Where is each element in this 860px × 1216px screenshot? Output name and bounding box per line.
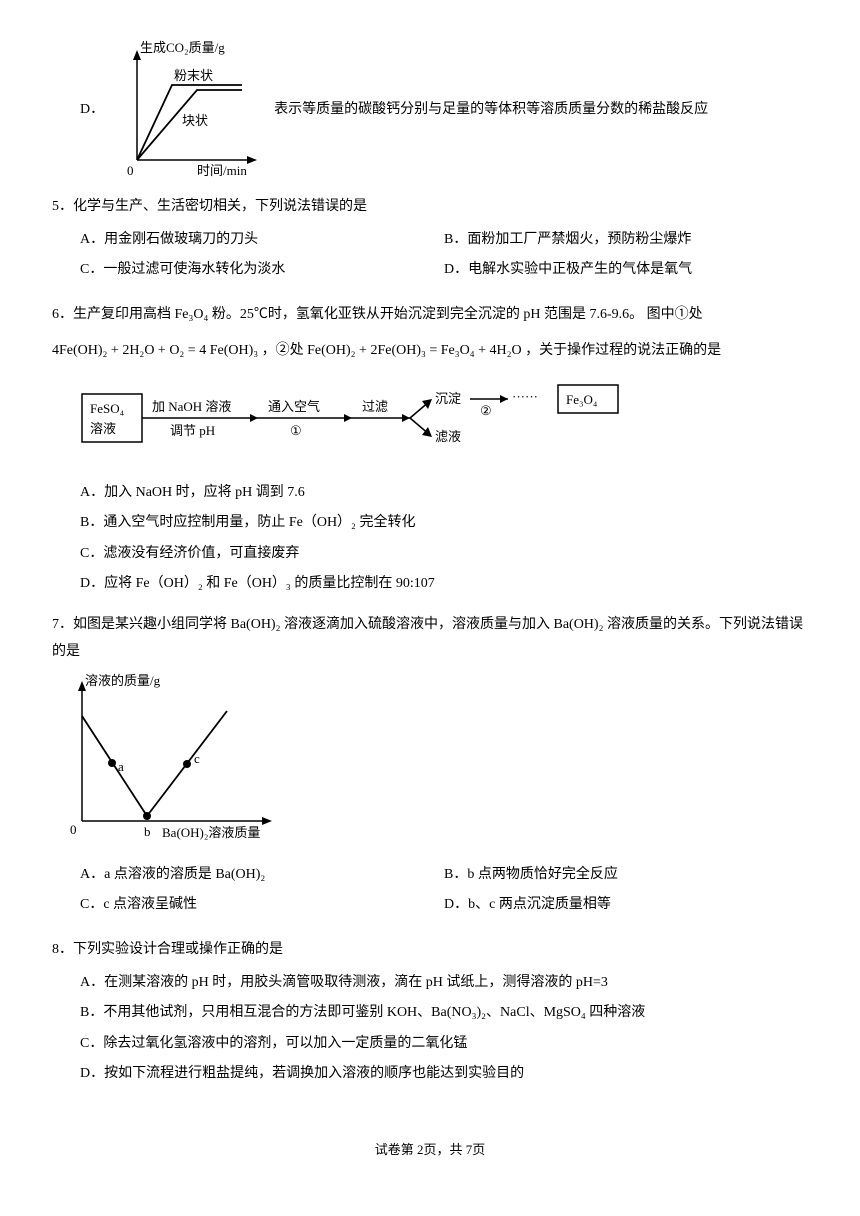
svg-text:······: ······	[512, 389, 538, 404]
q4d-line1-label: 粉末状	[174, 68, 213, 83]
q7-options: A．a 点溶液的溶质是 Ba(OH)₂ B．b 点两物质恰好完全反应 C．c 点…	[52, 862, 808, 923]
q6-flowchart: FeSO₄ 溶液 加 NaOH 溶液 调节 pH 通入空气 ① 过滤 沉淀 滤液	[52, 379, 808, 470]
q7: 7．如图是某兴趣小组同学将 Ba(OH)₂ 溶液逐滴加入硫酸溶液中，溶液质量与加…	[52, 612, 808, 923]
q8-opt-c: C．除去过氧化氢溶液中的溶剂，可以加入一定质量的二氧化锰	[80, 1031, 808, 1058]
q5-stem: 5．化学与生产、生活密切相关，下列说法错误的是	[52, 194, 808, 221]
q5-opt-b: B．面粉加工厂严禁烟火，预防粉尘爆炸	[444, 227, 808, 254]
q6-opt-a: A．加入 NaOH 时，应将 pH 调到 7.6	[80, 480, 808, 507]
q6-options: A．加入 NaOH 时，应将 pH 调到 7.6 B．通入空气时应控制用量，防止…	[52, 480, 808, 598]
svg-text:滤液: 滤液	[435, 429, 461, 444]
svg-text:Fe₃O₄: Fe₃O₄	[566, 392, 598, 407]
q5: 5．化学与生产、生活密切相关，下列说法错误的是 A．用金刚石做玻璃刀的刀头 B．…	[52, 194, 808, 288]
q5-opt-d: D．电解水实验中正极产生的气体是氧气	[444, 257, 808, 284]
q6-opt-b: B．通入空气时应控制用量，防止 Fe（OH）₂ 完全转化	[80, 510, 808, 537]
q4d-ylabel: 生成CO₂质量/g	[140, 40, 225, 55]
q7-opt-b: B．b 点两物质恰好完全反应	[444, 862, 808, 889]
svg-text:Ba(OH)₂溶液质量: Ba(OH)₂溶液质量	[162, 825, 260, 840]
q4d-label: D．	[52, 97, 104, 124]
q6-flow-svg: FeSO₄ 溶液 加 NaOH 溶液 调节 pH 通入空气 ① 过滤 沉淀 滤液	[80, 379, 640, 459]
svg-text:0: 0	[70, 822, 77, 837]
q8-opt-a: A．在测某溶液的 pH 时，用胶头滴管吸取待测液，滴在 pH 试纸上，测得溶液的…	[80, 970, 808, 997]
q4d-text: 表示等质量的碳酸钙分别与足量的等体积等溶质质量分数的稀盐酸反应	[274, 97, 708, 124]
svg-text:加 NaOH 溶液: 加 NaOH 溶液	[152, 399, 231, 414]
q5-options: A．用金刚石做玻璃刀的刀头 B．面粉加工厂严禁烟火，预防粉尘爆炸 C．一般过滤可…	[52, 227, 808, 288]
svg-text:溶液的质量/g: 溶液的质量/g	[85, 673, 161, 688]
q7-opt-c: C．c 点溶液呈碱性	[80, 892, 444, 919]
q4d-line2-label: 块状	[182, 113, 208, 128]
q5-opt-c: C．一般过滤可使海水转化为淡水	[80, 257, 444, 284]
page-footer: 试卷第 2页，共 7页	[52, 1138, 808, 1163]
q4-option-d: D． 生成CO₂质量/g 粉末状 块状 0 时间/min 表示等质量的碳酸钙分别…	[52, 40, 808, 180]
q7-opt-a: A．a 点溶液的溶质是 Ba(OH)₂	[80, 862, 444, 889]
svg-text:a: a	[118, 759, 124, 774]
q6-stem1: 6．生产复印用高档 Fe₃O₄ 粉。25℃时，氢氧化亚铁从开始沉淀到完全沉淀的 …	[52, 302, 808, 329]
q7-opt-d: D．b、c 两点沉淀质量相等	[444, 892, 808, 919]
svg-text:过滤: 过滤	[362, 399, 388, 414]
q4d-xlabel: 时间/min	[197, 163, 247, 178]
q7-chart: a b c 0 溶液的质量/g Ba(OH)₂溶液质量	[52, 671, 282, 851]
q4d-chart: 生成CO₂质量/g 粉末状 块状 0 时间/min	[112, 40, 262, 180]
q8-stem: 8．下列实验设计合理或操作正确的是	[52, 937, 808, 964]
svg-text:0: 0	[127, 163, 134, 178]
q6-opt-d: D．应将 Fe（OH）₂ 和 Fe（OH）₃ 的质量比控制在 90:107	[80, 571, 808, 598]
svg-text:①: ①	[290, 423, 302, 438]
q6: 6．生产复印用高档 Fe₃O₄ 粉。25℃时，氢氧化亚铁从开始沉淀到完全沉淀的 …	[52, 302, 808, 598]
svg-text:溶液: 溶液	[90, 421, 116, 436]
q7-stem: 7．如图是某兴趣小组同学将 Ba(OH)₂ 溶液逐滴加入硫酸溶液中，溶液质量与加…	[52, 612, 808, 665]
svg-text:b: b	[144, 824, 151, 839]
svg-text:FeSO₄: FeSO₄	[90, 401, 125, 416]
svg-text:沉淀: 沉淀	[435, 391, 461, 406]
svg-text:通入空气: 通入空气	[268, 399, 320, 414]
q8-options: A．在测某溶液的 pH 时，用胶头滴管吸取待测液，滴在 pH 试纸上，测得溶液的…	[52, 970, 808, 1088]
q8: 8．下列实验设计合理或操作正确的是 A．在测某溶液的 pH 时，用胶头滴管吸取待…	[52, 937, 808, 1088]
svg-text:调节 pH: 调节 pH	[170, 423, 215, 438]
q8-opt-d: D．按如下流程进行粗盐提纯，若调换加入溶液的顺序也能达到实验目的	[80, 1061, 808, 1088]
q6-opt-c: C．滤液没有经济价值，可直接废弃	[80, 541, 808, 568]
svg-text:c: c	[194, 751, 200, 766]
q8-opt-b: B．不用其他试剂，只用相互混合的方法即可鉴别 KOH、Ba(NO₃)₂、NaCl…	[80, 1000, 808, 1027]
q7-chart-wrap: a b c 0 溶液的质量/g Ba(OH)₂溶液质量	[52, 671, 808, 862]
q6-eq: 4Fe(OH)₂ + 2H₂O + O₂ = 4 Fe(OH)₃ ，②处 Fe(…	[52, 338, 808, 365]
svg-text:②: ②	[480, 403, 492, 418]
q4d-figure-row: D． 生成CO₂质量/g 粉末状 块状 0 时间/min 表示等质量的碳酸钙分别…	[52, 40, 808, 180]
q5-opt-a: A．用金刚石做玻璃刀的刀头	[80, 227, 444, 254]
